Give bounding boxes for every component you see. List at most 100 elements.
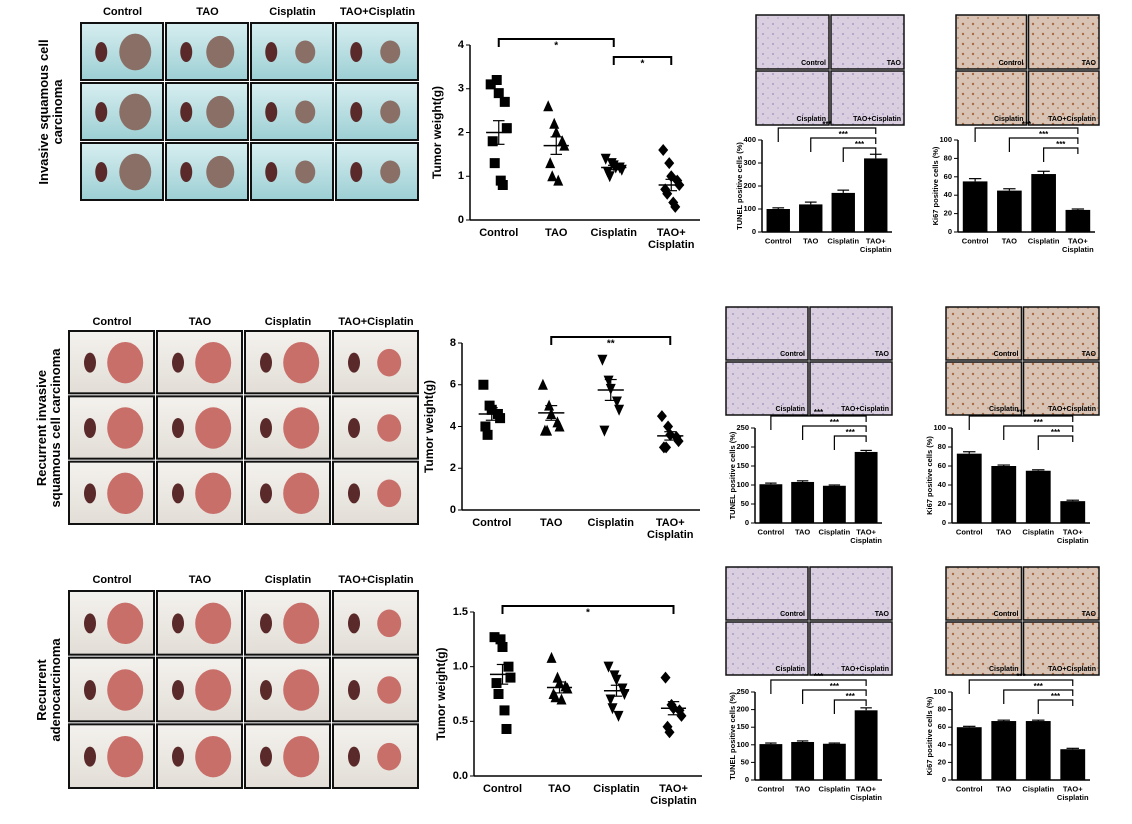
point — [501, 723, 512, 734]
x-tick-label: TAO+ Cisplatin — [1057, 527, 1089, 544]
significance-label: *** — [846, 428, 856, 437]
photo-column-label: Control — [92, 574, 131, 586]
tumor — [206, 95, 235, 129]
point — [487, 136, 498, 147]
tumor — [107, 669, 144, 711]
tumor — [195, 669, 232, 711]
x-tick-label: TAO+ Cisplatin — [860, 236, 892, 253]
significance-label: *** — [1022, 120, 1032, 129]
y-tick-label: 1.5 — [453, 606, 468, 618]
photo-column-label: TAO+Cisplatin — [340, 6, 416, 18]
kidney — [84, 746, 96, 767]
kidney — [84, 680, 96, 700]
bar — [1060, 501, 1086, 523]
photo-cell — [332, 395, 419, 460]
tumor — [380, 40, 401, 64]
kidney — [348, 746, 360, 767]
point — [619, 689, 630, 700]
bar — [759, 484, 783, 523]
y-tick-label: 100 — [736, 740, 749, 749]
photo-column-label: TAO — [189, 316, 212, 328]
x-tick-label: Control — [956, 784, 983, 793]
bar — [854, 451, 878, 523]
bar — [759, 744, 783, 780]
point — [660, 671, 671, 684]
bar — [864, 158, 888, 232]
point — [607, 703, 618, 715]
x-tick-label: TAO — [996, 784, 1011, 793]
point — [537, 378, 548, 390]
micrograph-label: TAO — [1082, 611, 1097, 618]
micrograph-label: TAO — [1082, 60, 1097, 67]
x-tick-label: TAO — [795, 784, 810, 793]
point — [550, 691, 561, 703]
micrograph — [725, 306, 809, 361]
kidney — [172, 613, 184, 634]
point — [605, 694, 616, 706]
y-tick-label: 50 — [741, 499, 749, 508]
y-tick-label: 60 — [938, 461, 946, 470]
y-tick-label: 3 — [458, 83, 464, 95]
bar — [1025, 470, 1051, 523]
y-tick-label: 250 — [736, 423, 749, 432]
x-tick-label: Control — [472, 517, 511, 529]
photo-cell — [250, 22, 334, 81]
bar — [1060, 749, 1086, 780]
micrograph — [755, 14, 830, 70]
significance-bracket — [974, 127, 1079, 142]
y-axis-label: TUNEL positive cells (%) — [735, 142, 744, 230]
significance-label: *** — [830, 418, 840, 427]
photo-cell — [250, 142, 334, 201]
significance-label: *** — [1034, 418, 1044, 427]
x-tick-label: TAO+ Cisplatin — [647, 517, 694, 541]
point — [553, 174, 564, 186]
kidney — [260, 613, 272, 634]
x-tick-label: Cisplatin — [819, 527, 851, 536]
y-tick-label: 0 — [752, 227, 756, 236]
point — [676, 709, 687, 722]
y-tick-label: 40 — [938, 740, 946, 749]
micrograph-label: Control — [780, 611, 805, 618]
micrograph — [955, 70, 1028, 126]
point — [603, 661, 614, 673]
tumor — [283, 407, 320, 449]
kidney — [172, 352, 184, 373]
kidney — [350, 42, 363, 62]
point — [493, 689, 504, 699]
y-tick-label: 200 — [743, 181, 756, 190]
photo-cell — [335, 22, 419, 81]
significance-label: *** — [1016, 672, 1026, 681]
micrograph-label: TAO — [887, 60, 902, 67]
kidney — [95, 162, 108, 182]
y-axis-label: Tumor weight(g) — [430, 86, 444, 179]
micrograph-label: TAO+Cisplatin — [1048, 116, 1096, 123]
significance-bracket — [968, 679, 1074, 694]
y-tick-label: 2 — [458, 126, 464, 138]
bar — [831, 192, 855, 232]
bar — [956, 453, 982, 523]
significance-bracket — [1003, 425, 1074, 440]
micrograph-label: TAO+Cisplatin — [1048, 666, 1096, 673]
kidney — [265, 162, 278, 182]
point — [493, 88, 504, 99]
significance-label: *** — [830, 682, 840, 691]
y-tick-label: 100 — [933, 423, 946, 432]
micrograph-label: TAO+Cisplatin — [841, 406, 889, 413]
kidney — [84, 418, 96, 438]
significance-bracket — [497, 38, 615, 47]
y-tick-label: 20 — [938, 499, 946, 508]
micrograph — [725, 621, 809, 676]
y-tick-label: 150 — [736, 461, 749, 470]
significance-label: *** — [1039, 130, 1049, 139]
point — [482, 429, 493, 440]
y-axis-label: Ki67 positive cells (%) — [925, 696, 934, 775]
kidney — [95, 42, 108, 62]
y-tick-label: 100 — [933, 687, 946, 696]
significance-bracket — [1008, 137, 1079, 152]
tumor — [195, 407, 232, 449]
bar — [962, 181, 988, 232]
kidney — [348, 352, 360, 373]
point — [613, 710, 624, 722]
point — [656, 410, 667, 423]
point — [497, 641, 508, 652]
